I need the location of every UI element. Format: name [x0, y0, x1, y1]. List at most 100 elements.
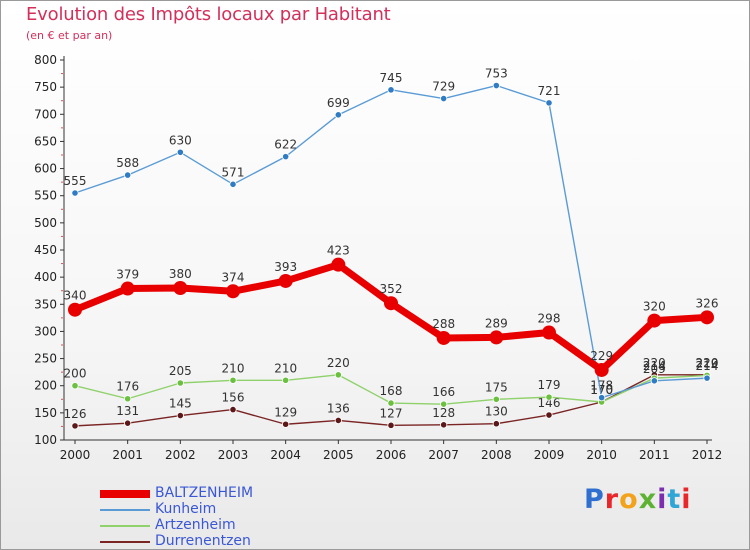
data-label-durrenentzen: 127 — [380, 406, 403, 420]
data-label-artzenheim: 200 — [64, 367, 87, 381]
data-point-artzenheim — [545, 393, 553, 401]
series-baltzenheim: 340 379 380 374 393 423 352 288 289 298 229 320 326 — [64, 244, 718, 377]
data-label-durrenentzen: 145 — [169, 397, 192, 411]
data-point-kunheim — [650, 377, 658, 385]
data-point-baltzenheim — [384, 296, 398, 311]
data-point-kunheim — [71, 189, 79, 197]
data-point-baltzenheim — [436, 330, 451, 345]
x-tick-label: 2009 — [534, 448, 565, 462]
data-label-kunheim: 571 — [222, 165, 245, 179]
y-tick-label: 400 — [34, 270, 57, 284]
data-label-kunheim: 214 — [696, 359, 719, 373]
y-tick-label: 650 — [34, 134, 57, 148]
data-point-artzenheim — [282, 376, 290, 384]
y-tick-label: 300 — [34, 324, 57, 338]
data-label-kunheim: 753 — [485, 67, 508, 81]
y-tick-label: 800 — [34, 53, 57, 67]
x-tick-label: 2006 — [376, 448, 407, 462]
data-point-kunheim — [176, 148, 184, 156]
data-label-baltzenheim: 288 — [432, 317, 455, 331]
legend-swatch-baltzenheim — [100, 490, 150, 498]
data-label-artzenheim: 219 — [696, 356, 719, 370]
data-point-baltzenheim — [594, 362, 609, 377]
data-point-kunheim — [387, 86, 395, 94]
data-label-artzenheim: 220 — [327, 356, 350, 370]
y-tick-label: 100 — [34, 433, 57, 447]
x-tick-label: 2000 — [60, 448, 91, 462]
data-label-artzenheim: 179 — [538, 378, 561, 392]
data-point-kunheim — [440, 94, 448, 103]
data-point-kunheim — [545, 99, 553, 107]
data-point-durrenentzen — [545, 411, 553, 419]
legend-label-baltzenheim: BALTZENHEIM — [155, 485, 254, 501]
data-label-baltzenheim: 320 — [643, 300, 666, 314]
data-point-baltzenheim — [68, 302, 82, 317]
data-point-durrenentzen — [387, 421, 395, 429]
data-point-durrenentzen — [71, 422, 79, 430]
x-tick-label: 2005 — [323, 448, 354, 462]
x-tick-label: 2010 — [586, 448, 617, 462]
data-point-kunheim — [229, 180, 237, 188]
legend-label-kunheim: Kunheim — [155, 501, 217, 517]
data-point-baltzenheim — [278, 273, 293, 288]
data-label-durrenentzen: 129 — [274, 405, 297, 419]
data-label-durrenentzen: 128 — [432, 406, 455, 420]
data-point-baltzenheim — [647, 313, 662, 328]
data-label-artzenheim: 175 — [485, 380, 508, 394]
legend-item-artzenheim: Artzenheim — [100, 517, 330, 534]
data-label-artzenheim: 166 — [432, 385, 455, 399]
x-tick-label: 2003 — [218, 448, 249, 462]
x-tick-label: 2007 — [428, 448, 459, 462]
data-point-baltzenheim — [489, 330, 504, 345]
data-label-durrenentzen: 170 — [590, 383, 613, 397]
data-point-kunheim — [492, 81, 500, 90]
data-label-kunheim: 178 — [590, 379, 613, 393]
data-label-kunheim: 209 — [643, 362, 666, 376]
data-label-kunheim: 588 — [116, 156, 139, 170]
legend-item-durrenentzen: Durrenentzen — [100, 533, 330, 550]
y-tick-label: 150 — [34, 406, 57, 420]
legend-item-kunheim: Kunheim — [100, 501, 330, 518]
proxiti-logo: Proxiti — [584, 484, 692, 515]
y-tick-label: 450 — [34, 243, 57, 257]
data-label-durrenentzen: 146 — [538, 396, 561, 410]
data-label-baltzenheim: 374 — [222, 270, 245, 284]
chart-title: Evolution des Impôts locaux par Habitant — [26, 4, 391, 25]
y-tick-label: 600 — [34, 162, 57, 176]
data-label-kunheim: 630 — [169, 133, 192, 147]
data-label-artzenheim: 168 — [380, 384, 403, 398]
data-label-baltzenheim: 298 — [538, 312, 561, 326]
data-point-durrenentzen — [229, 405, 237, 414]
data-point-artzenheim — [176, 379, 184, 387]
data-point-artzenheim — [492, 395, 500, 403]
data-label-kunheim: 729 — [432, 80, 455, 94]
data-point-artzenheim — [334, 371, 342, 379]
data-label-baltzenheim: 340 — [64, 289, 87, 303]
data-label-durrenentzen: 220 — [696, 356, 719, 370]
data-point-durrenentzen — [176, 411, 184, 420]
legend-label-artzenheim: Artzenheim — [155, 517, 236, 533]
data-label-durrenentzen: 131 — [116, 404, 139, 418]
data-label-artzenheim: 214 — [643, 359, 666, 373]
data-point-artzenheim — [124, 395, 132, 403]
data-label-durrenentzen: 136 — [327, 401, 350, 415]
data-point-baltzenheim — [542, 325, 556, 340]
data-point-artzenheim — [229, 376, 237, 384]
data-point-durrenentzen — [440, 421, 448, 429]
data-point-kunheim — [703, 374, 711, 382]
data-point-durrenentzen — [492, 420, 500, 428]
legend-swatch-durrenentzen — [100, 541, 150, 543]
data-label-durrenentzen: 130 — [485, 405, 508, 419]
data-point-baltzenheim — [120, 281, 135, 296]
data-point-durrenentzen — [282, 420, 290, 428]
data-point-kunheim — [334, 111, 342, 119]
data-label-artzenheim: 210 — [274, 361, 297, 375]
series-durrenentzen: 126 131 145 156 129 136 127 128 130 146 170 220 220 — [64, 356, 719, 430]
data-label-kunheim: 699 — [327, 96, 350, 110]
data-point-artzenheim — [387, 399, 395, 407]
data-point-artzenheim — [71, 382, 79, 390]
data-label-artzenheim: 176 — [116, 380, 139, 394]
y-tick-label: 750 — [34, 80, 57, 94]
